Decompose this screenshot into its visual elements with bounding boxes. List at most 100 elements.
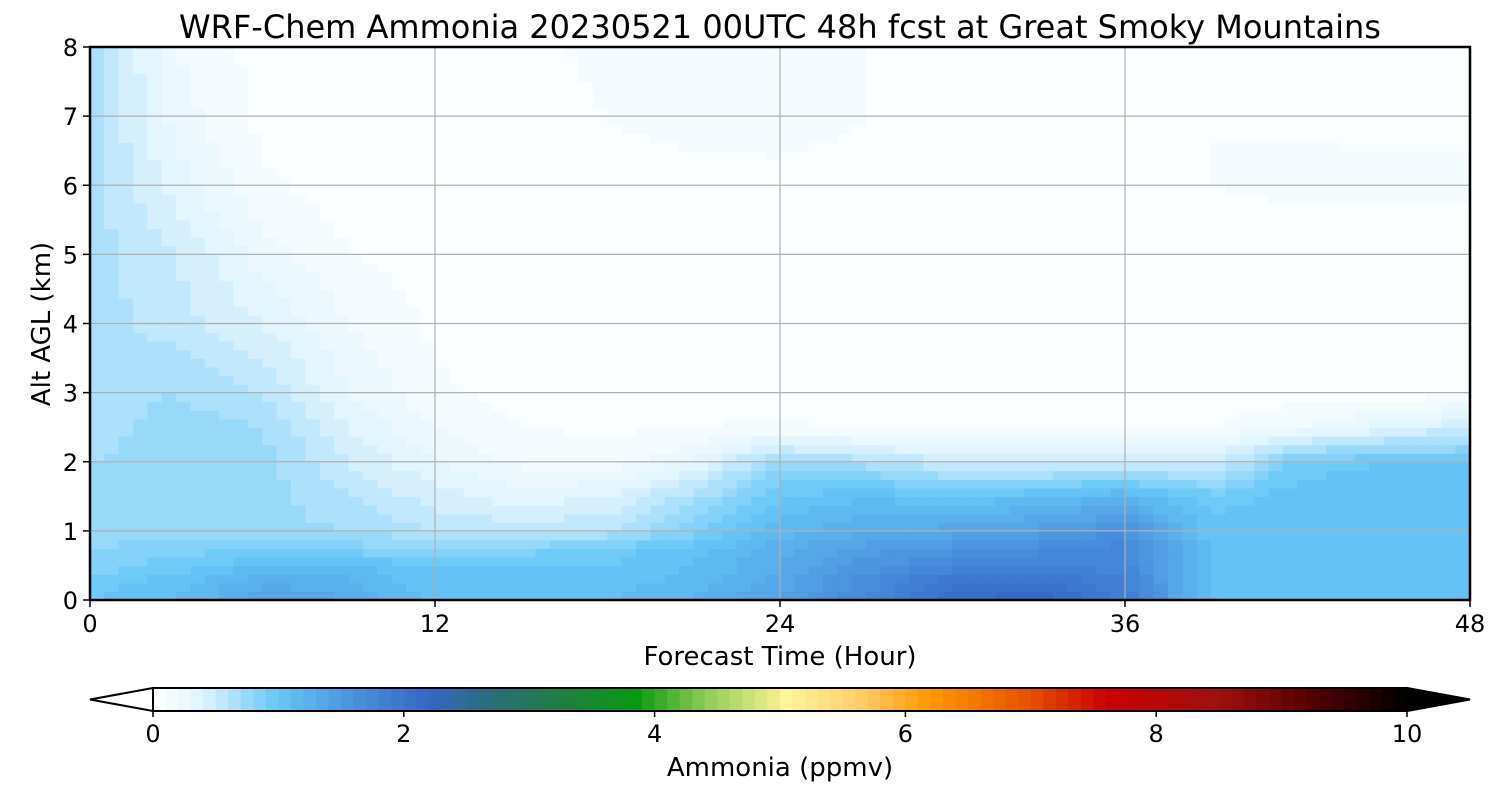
contour-cell (190, 254, 206, 264)
contour-cell (607, 159, 623, 169)
contour-cell (1124, 513, 1141, 524)
contour-cell (707, 185, 724, 195)
contour-cell (506, 426, 523, 437)
contour-cell (1311, 306, 1328, 316)
contour-cell (132, 262, 149, 273)
contour-cell (966, 245, 983, 256)
contour-cell (1067, 392, 1083, 403)
contour-cell (1369, 513, 1385, 524)
contour-cell (132, 522, 149, 532)
contour-cell (1225, 357, 1241, 368)
contour-cell (650, 547, 666, 558)
contour-cell (549, 228, 566, 238)
contour-cell (1096, 314, 1112, 325)
contour-cell (262, 487, 278, 498)
contour-cell (406, 357, 422, 368)
contour-cell (176, 245, 192, 256)
contour-cell (1182, 504, 1198, 515)
contour-cell (1139, 314, 1155, 325)
contour-cell (894, 288, 911, 299)
contour-cell (966, 452, 983, 463)
contour-cell (736, 444, 753, 454)
contour-cell (1225, 375, 1241, 385)
contour-cell (937, 556, 954, 567)
contour-cell (176, 573, 192, 584)
contour-cell (923, 185, 939, 195)
contour-cell (176, 539, 192, 549)
contour-cell (204, 435, 221, 446)
contour-cell (319, 392, 336, 403)
contour-cell (722, 547, 738, 558)
contour-cell (1426, 401, 1443, 411)
contour-cell (89, 288, 106, 299)
contour-cell (621, 349, 638, 359)
contour-cell (1225, 565, 1241, 575)
contour-cell (607, 401, 623, 411)
contour-cell (866, 478, 882, 489)
contour-cell (765, 236, 781, 247)
contour-cell (937, 219, 954, 230)
contour-cell (1110, 487, 1126, 498)
contour-cell (1441, 392, 1457, 403)
contour-cell (1211, 366, 1227, 377)
contour-cell (923, 375, 939, 385)
contour-cell (1196, 556, 1213, 567)
contour-cell (1124, 435, 1141, 446)
contour-cell (1326, 401, 1342, 411)
contour-cell (851, 280, 868, 290)
contour-cell (1081, 176, 1098, 187)
contour-cell (1052, 262, 1069, 273)
contour-cell (1254, 331, 1270, 342)
contour-cell (506, 452, 523, 463)
contour-cell (636, 331, 652, 342)
contour-cell (391, 444, 408, 454)
contour-cell (693, 470, 709, 480)
contour-cell (262, 539, 278, 549)
contour-cell (1081, 357, 1098, 368)
contour-cell (1340, 280, 1356, 290)
contour-cell (607, 176, 623, 187)
contour-cell (291, 297, 307, 308)
contour-cell (851, 357, 868, 368)
contour-cell (449, 366, 465, 377)
contour-cell (1326, 582, 1342, 593)
contour-cell (1124, 418, 1141, 428)
contour-cell (1311, 150, 1328, 161)
contour-cell (247, 185, 264, 195)
contour-cell (1282, 530, 1299, 541)
contour-cell (794, 288, 810, 299)
contour-cell (1340, 383, 1356, 394)
contour-cell (1412, 323, 1428, 333)
contour-cell (981, 582, 997, 593)
contour-cell (1139, 254, 1155, 264)
contour-cell (751, 522, 767, 532)
contour-cell (521, 314, 537, 325)
contour-cell (679, 271, 695, 282)
contour-cell (247, 487, 264, 498)
contour-cell (334, 288, 350, 299)
contour-cell (822, 297, 839, 308)
contour-cell (1412, 288, 1428, 299)
contour-cell (1211, 383, 1227, 394)
contour-cell (319, 409, 336, 420)
contour-cell (650, 176, 666, 187)
contour-cell (1383, 530, 1399, 541)
contour-cell (190, 314, 206, 325)
contour-cell (636, 254, 652, 264)
contour-cell (233, 228, 249, 238)
contour-cell (1038, 513, 1054, 524)
contour-cell (1067, 522, 1083, 532)
contour-cell (1441, 504, 1457, 515)
contour-cell (1211, 357, 1227, 368)
contour-cell (1196, 271, 1213, 282)
contour-cell (276, 426, 293, 437)
contour-cell (1282, 340, 1299, 351)
contour-cell (161, 340, 178, 351)
contour-cell (1412, 236, 1428, 247)
contour-cell (923, 452, 939, 463)
contour-cell (521, 383, 537, 394)
contour-cell (751, 193, 767, 204)
contour-cell (909, 487, 925, 498)
contour-cell (262, 210, 278, 221)
contour-cell (995, 383, 1011, 394)
